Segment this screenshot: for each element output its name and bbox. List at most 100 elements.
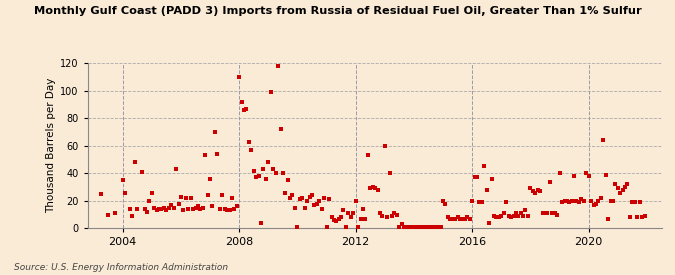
Point [629,200,640,204]
Point [396,222,407,226]
Point [236,100,247,104]
Point [452,215,463,219]
Point [569,174,580,178]
Point [435,225,446,229]
Point [316,207,327,211]
Point [314,199,325,203]
Point [358,207,369,211]
Point [163,205,174,210]
Point [414,225,425,229]
Point [372,188,383,192]
Point [346,215,356,219]
Point [323,197,334,202]
Point [261,177,271,181]
Point [588,203,599,207]
Point [282,178,293,182]
Point [406,225,417,229]
Point [180,196,191,200]
Point [168,205,179,210]
Point [294,197,305,202]
Point [598,138,609,142]
Point [304,194,315,199]
Point [389,211,400,215]
Point [148,205,159,210]
Point [610,182,621,186]
Point [545,179,556,184]
Point [484,221,495,225]
Point [552,212,563,217]
Point [127,214,138,218]
Point [326,215,337,219]
Point [491,215,502,219]
Point [489,214,500,218]
Point [214,207,225,211]
Point [411,225,422,229]
Y-axis label: Thousand Barrels per Day: Thousand Barrels per Day [46,78,56,213]
Point [350,199,361,203]
Point [394,225,405,229]
Point [224,208,235,213]
Point [232,204,242,208]
Point [241,106,252,111]
Point [622,182,633,186]
Point [183,207,194,211]
Point [306,193,317,197]
Point [110,211,121,215]
Point [132,207,142,211]
Point [462,215,472,219]
Point [472,175,483,180]
Point [508,214,519,218]
Point [620,185,630,189]
Point [469,175,480,180]
Point [292,225,303,229]
Point [117,178,128,182]
Point [637,215,647,219]
Point [173,201,184,206]
Point [608,199,618,203]
Point [119,190,130,195]
Point [217,193,227,197]
Point [539,211,550,215]
Point [246,148,256,152]
Point [285,196,296,200]
Point [493,215,504,219]
Point [547,211,558,215]
Point [258,167,269,171]
Point [445,216,456,221]
Point [335,215,346,219]
Point [583,174,594,178]
Point [290,205,300,210]
Point [355,216,366,221]
Point [501,200,512,204]
Point [404,225,414,229]
Point [571,199,582,203]
Point [200,153,211,158]
Point [428,225,439,229]
Point [219,207,230,211]
Point [151,208,162,213]
Point [256,221,267,225]
Point [207,204,218,208]
Point [595,196,606,200]
Point [377,214,388,218]
Point [161,208,171,213]
Point [464,216,475,221]
Point [503,214,514,218]
Point [576,197,587,202]
Point [401,225,412,229]
Point [486,177,497,181]
Point [202,193,213,197]
Point [273,64,284,68]
Point [166,203,177,207]
Point [387,214,398,218]
Point [253,174,264,178]
Point [227,196,238,200]
Point [535,189,545,193]
Point [263,160,274,164]
Point [421,225,431,229]
Point [142,210,153,214]
Point [506,215,516,219]
Point [277,171,288,175]
Point [418,225,429,229]
Point [581,171,592,175]
